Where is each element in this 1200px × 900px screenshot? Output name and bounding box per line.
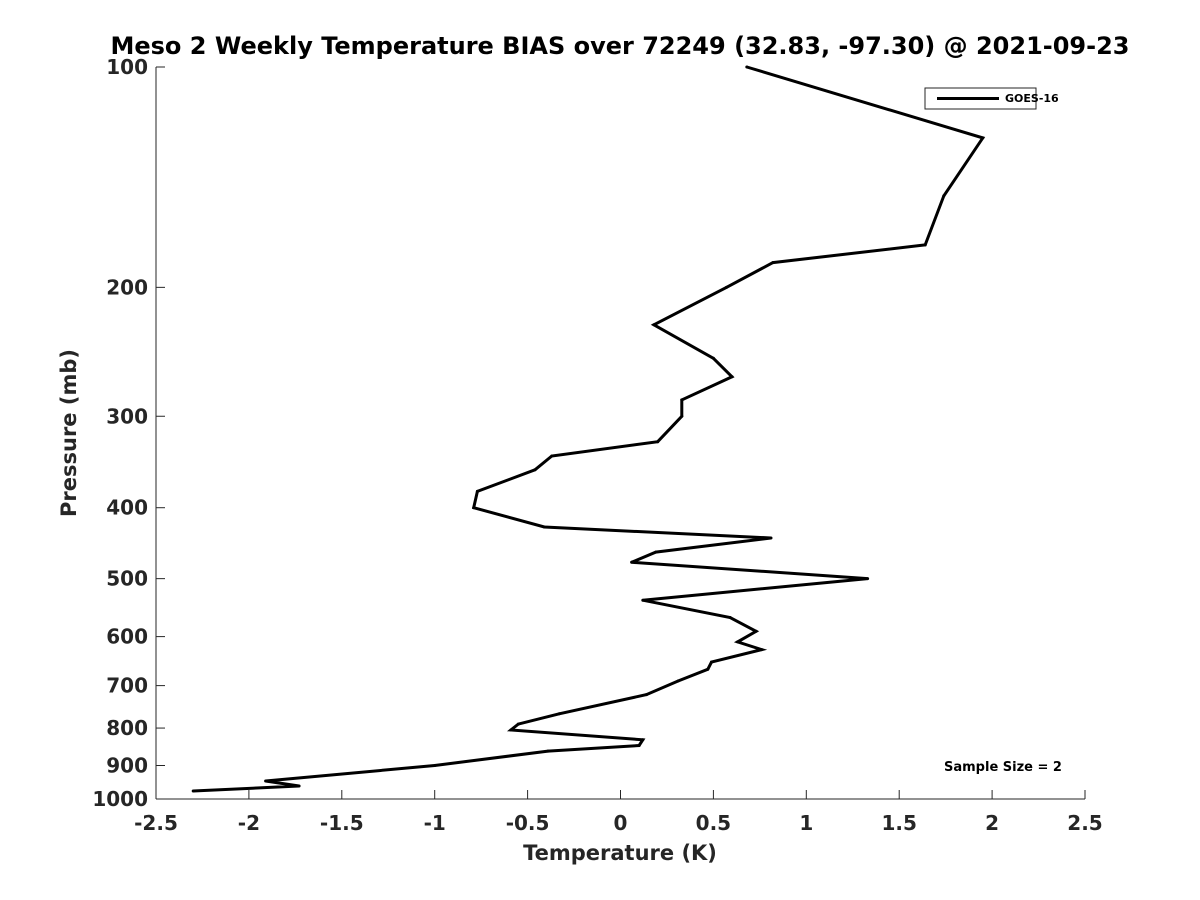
data-point xyxy=(656,440,660,444)
x-tick-label: 0.5 xyxy=(696,811,731,835)
x-axis-label: Temperature (K) xyxy=(523,841,717,865)
chart-title: Meso 2 Weekly Temperature BIAS over 7224… xyxy=(110,32,1129,60)
data-point xyxy=(981,136,985,140)
data-point xyxy=(641,598,645,602)
y-tick-label: 200 xyxy=(106,275,148,299)
y-axis-label: Pressure (mb) xyxy=(57,349,81,517)
data-point xyxy=(728,616,732,619)
data-point xyxy=(754,629,758,633)
data-point xyxy=(676,679,680,683)
x-tick-label: -1 xyxy=(424,811,446,835)
data-point xyxy=(710,660,713,664)
data-point xyxy=(706,667,710,671)
data-point xyxy=(769,536,773,540)
data-point xyxy=(652,323,656,327)
y-tick-label: 500 xyxy=(106,567,148,591)
series-layer xyxy=(191,65,986,793)
x-tick-label: 1.5 xyxy=(881,811,916,835)
data-point xyxy=(433,764,437,767)
data-point xyxy=(923,243,927,247)
data-point xyxy=(760,648,764,652)
data-point xyxy=(745,65,749,69)
y-tick-label: 300 xyxy=(106,404,148,428)
x-tick-label: -2.5 xyxy=(134,811,178,835)
data-point xyxy=(297,784,301,788)
y-tick-label: 800 xyxy=(106,716,148,740)
x-ticks: -2.5 -2 -1.5 -1 -0.5 0 0.5 1 1.5 2 2.5 xyxy=(134,790,1103,835)
data-point xyxy=(264,779,268,783)
data-point xyxy=(771,261,775,265)
data-point xyxy=(630,560,634,564)
data-point xyxy=(654,550,658,554)
sample-size-annotation: Sample Size = 2 xyxy=(944,760,1062,775)
data-point xyxy=(866,577,870,581)
data-point xyxy=(542,525,546,529)
x-tick-label: 1 xyxy=(799,811,813,835)
data-point xyxy=(509,728,513,732)
plot-area xyxy=(155,67,1085,800)
data-point xyxy=(645,693,648,697)
plot-background xyxy=(156,67,1085,799)
legend-label-goes-16: GOES-16 xyxy=(1005,92,1059,105)
x-tick-label: 2.5 xyxy=(1067,811,1102,835)
series-line-goes-16 xyxy=(193,65,986,793)
data-point xyxy=(680,398,684,402)
y-tick-label: 900 xyxy=(106,754,148,778)
x-tick-label: -2 xyxy=(238,811,260,835)
x-tick-label: -0.5 xyxy=(506,811,550,835)
data-point xyxy=(557,712,561,716)
data-point xyxy=(637,744,641,747)
data-point xyxy=(472,506,476,510)
data-point xyxy=(942,194,946,198)
y-tick-label: 700 xyxy=(106,674,148,698)
data-point xyxy=(730,375,734,379)
data-point xyxy=(550,454,554,458)
y-ticks: 100 200 300 400 500 600 700 800 900 1000 xyxy=(92,55,165,811)
data-point xyxy=(475,489,479,493)
data-point xyxy=(711,356,715,360)
legend: GOES-16 xyxy=(924,87,1059,110)
y-tick-label: 100 xyxy=(106,55,148,79)
data-point xyxy=(724,285,728,289)
x-tick-label: -1.5 xyxy=(320,811,364,835)
data-point xyxy=(736,640,740,644)
data-point xyxy=(533,468,537,472)
data-point xyxy=(680,414,684,418)
data-point xyxy=(546,749,550,753)
y-tick-label: 400 xyxy=(106,496,148,520)
x-tick-label: 2 xyxy=(985,811,999,835)
data-point xyxy=(516,722,520,726)
data-point xyxy=(191,789,195,793)
y-tick-label: 600 xyxy=(106,625,148,649)
y-tick-label: 1000 xyxy=(92,787,148,811)
data-point xyxy=(641,738,645,742)
x-tick-label: 0 xyxy=(614,811,628,835)
